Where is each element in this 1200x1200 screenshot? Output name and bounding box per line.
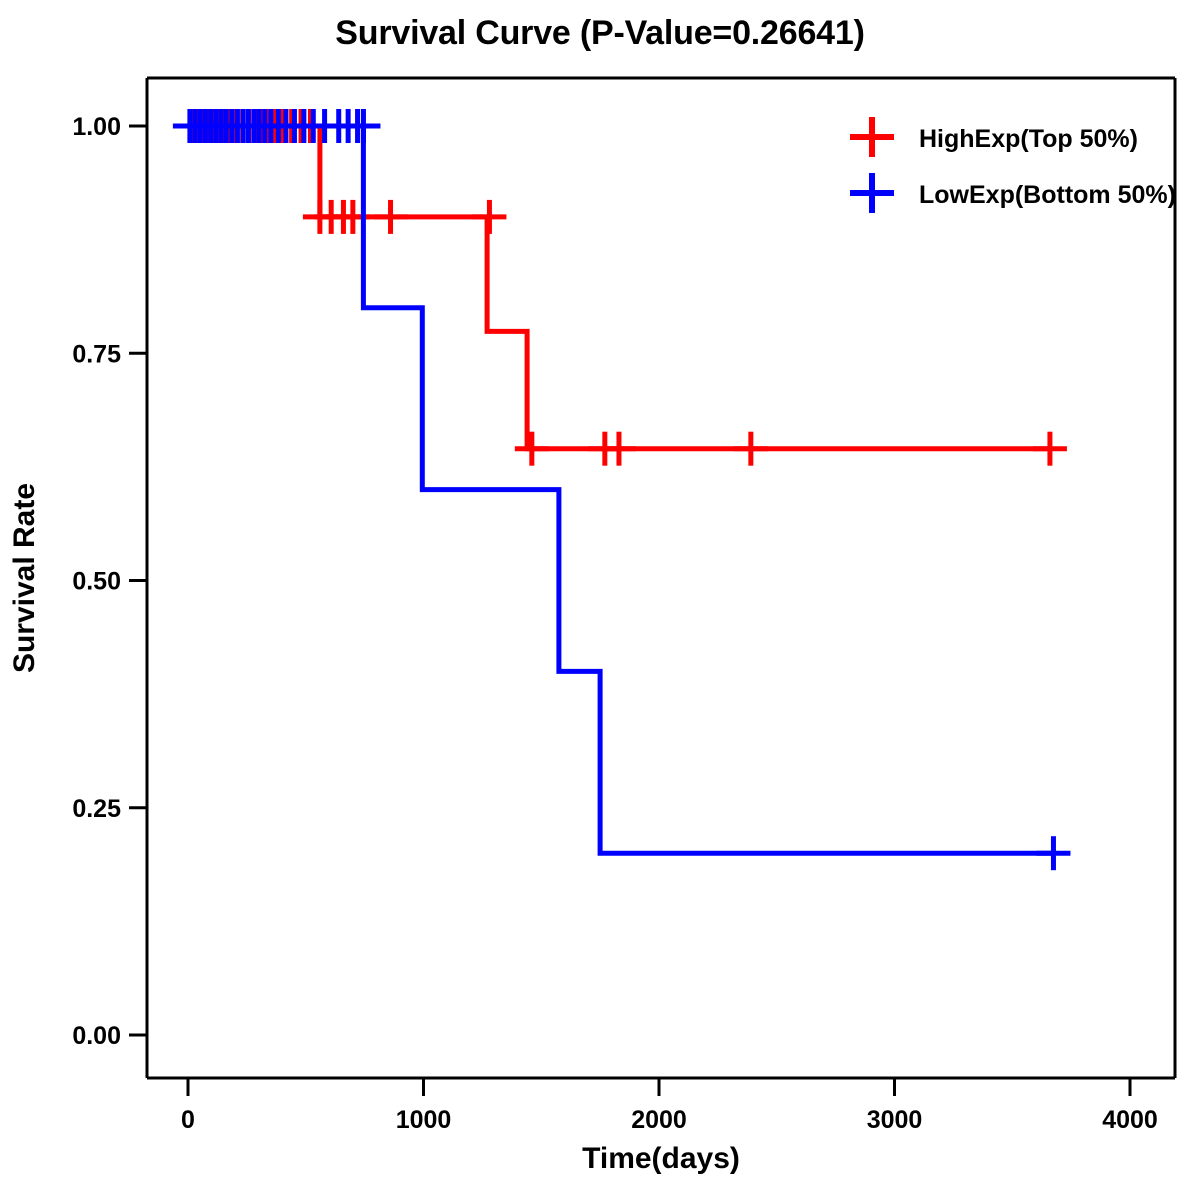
censor-plus-icon <box>472 199 507 234</box>
y-tick-label: 0.00 <box>72 1022 121 1050</box>
legend-label: HighExp(Top 50%) <box>919 125 1138 153</box>
x-tick-label: 0 <box>181 1106 195 1134</box>
censor-plus-icon <box>373 199 408 234</box>
y-tick-label: 0.50 <box>72 568 121 596</box>
y-tick-label: 0.75 <box>72 340 121 368</box>
legend-label: LowExp(Bottom 50%) <box>919 181 1176 209</box>
censor-plus-icon <box>346 109 381 143</box>
y-axis-ticks: 0.00 0.25 0.50 0.75 1.00 <box>72 113 147 1050</box>
page-title: Survival Curve (P-Value=0.26641) <box>335 14 865 52</box>
x-axis-ticks: 0 1000 2000 3000 4000 <box>181 1078 1158 1134</box>
series-low-exp <box>172 109 1071 871</box>
censor-plus-icon <box>1032 431 1067 466</box>
x-tick-label: 3000 <box>867 1106 923 1134</box>
legend-plus-icon <box>850 173 894 213</box>
legend: HighExp(Top 50%) LowExp(Bottom 50%) <box>850 117 1176 213</box>
x-tick-label: 2000 <box>631 1106 687 1134</box>
y-tick-label: 1.00 <box>72 113 121 141</box>
censor-markers <box>172 109 1071 871</box>
legend-plus-icon <box>850 117 894 157</box>
censor-plus-icon <box>514 431 549 466</box>
censor-plus-icon <box>601 431 636 466</box>
axis-frame <box>145 76 1177 1080</box>
x-axis-title: Time(days) <box>582 1142 740 1175</box>
legend-item[interactable]: LowExp(Bottom 50%) <box>850 173 1176 213</box>
legend-item[interactable]: HighExp(Top 50%) <box>850 117 1138 157</box>
y-tick-label: 0.25 <box>72 795 121 823</box>
survival-step-line <box>188 123 1050 452</box>
censor-plus-icon <box>733 431 768 466</box>
x-tick-label: 4000 <box>1102 1106 1158 1134</box>
y-axis-title: Survival Rate <box>8 483 41 673</box>
censor-markers <box>175 109 1067 466</box>
survival-step-line <box>188 123 1054 856</box>
x-tick-label: 1000 <box>396 1106 452 1134</box>
censor-plus-icon <box>1036 836 1071 871</box>
series-layer <box>172 109 1071 871</box>
series-high-exp <box>175 109 1067 466</box>
